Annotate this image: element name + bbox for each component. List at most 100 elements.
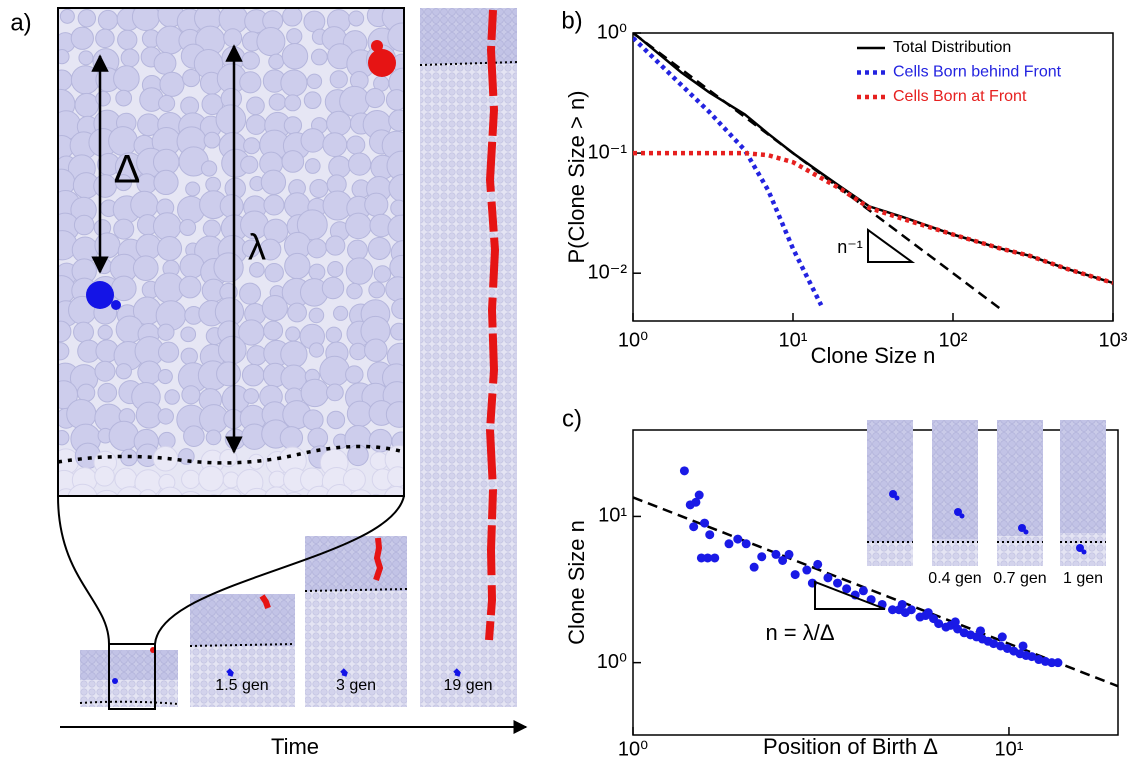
cell [263,194,285,216]
cell [326,110,352,136]
cell [156,235,183,262]
cell [306,73,323,90]
cell [321,276,345,300]
x-tick-label: 10² [939,329,968,351]
point [950,617,960,627]
series-line [633,33,1113,285]
delta-label: Δ [114,148,141,192]
point [989,639,999,649]
snapshot-label: 19 gen [444,677,493,694]
point [833,578,843,588]
inset-cell [1076,544,1084,552]
snapshot-top [305,536,407,591]
point [1018,641,1028,651]
cell [279,426,304,450]
cell [368,281,386,299]
annotation: n = λ/Δ [765,620,834,645]
point [906,605,916,615]
point [953,624,963,634]
cell [385,401,404,428]
cell [94,232,121,259]
blue-cell [86,281,114,309]
point [858,586,868,596]
cell [346,135,366,155]
blue-cell [453,668,461,677]
cell [152,212,182,241]
cell [282,8,303,27]
cell [67,483,98,496]
cell [159,71,185,97]
cell [319,355,350,387]
cell [391,298,404,320]
point [696,553,706,563]
point [778,555,788,565]
cell [183,425,205,447]
point [724,539,734,549]
zoom-connector [154,495,405,645]
cell [367,236,391,260]
cell [164,389,180,405]
cell [73,214,95,236]
point [705,530,715,540]
cell [268,53,285,70]
cell [157,323,175,341]
cell [208,494,219,496]
inset-top [1060,420,1106,533]
y-tick-label: 10⁰ [597,651,627,673]
cell [387,214,404,243]
inset-top [997,420,1043,536]
point [710,553,720,563]
reference-line [633,496,1118,688]
cell [240,155,259,174]
cell [263,320,284,341]
cell [178,275,202,299]
cell [217,335,247,365]
cell [179,219,197,236]
cell [345,365,364,384]
cell [113,218,135,240]
blue-cell [112,678,118,684]
cell [261,295,288,322]
cell [223,28,243,48]
cell [302,409,324,431]
point [813,559,823,569]
cell [345,257,374,285]
cell [239,71,262,94]
cell [205,176,222,193]
cell [304,158,321,174]
y-tick-label: 10⁰ [597,21,627,43]
point [802,565,812,575]
cell [249,262,265,278]
cell [310,48,328,66]
cell [157,408,174,425]
cell [116,486,144,496]
cell [157,368,173,385]
point [1047,658,1057,668]
cell [326,410,346,430]
inset-cell [1018,524,1026,532]
cell [327,261,344,278]
cell [77,9,97,28]
cell [243,388,260,404]
cell [180,96,200,116]
cell [153,51,177,75]
cell [181,385,201,405]
cell [115,363,132,380]
plot-frame [632,32,1114,322]
cell [213,252,244,283]
point [784,549,794,559]
cell [325,326,343,343]
cell [306,485,332,496]
y-axis-label: P(Clone Size > n) [564,90,589,263]
cell [113,65,140,92]
cell [309,179,329,199]
cell [384,485,404,496]
cell [329,70,348,89]
cell [246,96,265,116]
cell [385,276,404,302]
point [689,522,699,532]
zoom-view [58,8,404,496]
cell [345,212,372,240]
cell [115,174,133,192]
y-tick-label: 10⁻¹ [588,141,628,163]
